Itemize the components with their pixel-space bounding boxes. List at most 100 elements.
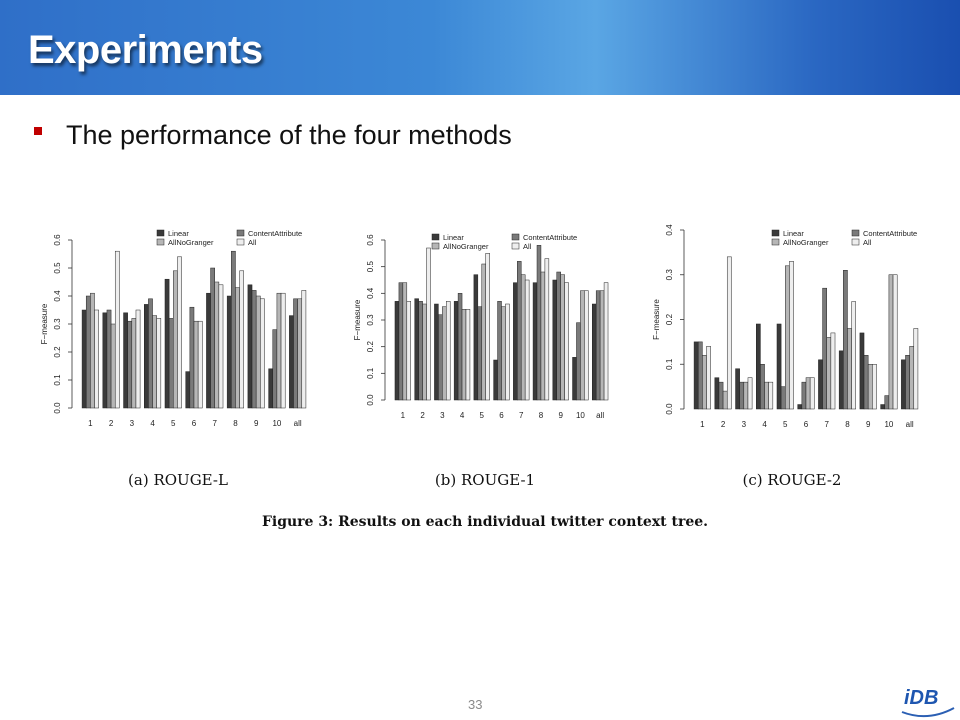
- bar-linear: [473, 274, 479, 401]
- bar-content-attribute: [801, 381, 807, 410]
- x-tick-label: all: [906, 420, 914, 429]
- legend-swatch-content-attribute: [236, 229, 245, 237]
- bar-linear: [453, 301, 459, 401]
- bar-linear: [268, 368, 274, 409]
- y-tick-label: 0.1: [366, 367, 375, 379]
- svg-text:iDB: iDB: [904, 687, 938, 709]
- bar-linear: [493, 359, 498, 401]
- x-tick-label: 3: [440, 411, 445, 420]
- bar-all-no-granger: [743, 381, 749, 410]
- bar-linear: [206, 292, 211, 409]
- bar-all-no-granger: [560, 274, 565, 401]
- bar-all-no-granger: [214, 281, 220, 409]
- bar-all-no-granger: [501, 306, 506, 401]
- bar-linear: [776, 323, 782, 410]
- y-tick-label: 0.1: [665, 358, 674, 370]
- bar-linear: [144, 304, 149, 409]
- bar-content-attribute: [884, 395, 890, 410]
- bar-all-no-granger: [764, 381, 769, 410]
- bar-linear: [81, 309, 87, 409]
- bar-all-no-granger: [173, 270, 178, 409]
- x-tick-label: 4: [460, 411, 465, 420]
- bar-all: [872, 364, 877, 410]
- x-tick-label: 2: [109, 419, 114, 428]
- bar-all-no-granger: [276, 292, 282, 409]
- bar-linear: [797, 404, 803, 410]
- y-tick-label: 0.3: [53, 318, 62, 330]
- bar-all: [301, 290, 307, 409]
- bar-content-attribute: [576, 322, 581, 401]
- page-number: 33: [468, 697, 483, 712]
- x-tick-label: 10: [576, 411, 585, 420]
- x-tick-label: 8: [845, 420, 850, 429]
- bar-content-attribute: [398, 282, 404, 401]
- bar-content-attribute: [905, 355, 910, 410]
- x-tick-label: all: [596, 411, 604, 420]
- legend-label-linear: Linear: [443, 233, 464, 242]
- bar-linear: [247, 284, 253, 409]
- bar-all: [747, 377, 753, 410]
- bar-all-no-granger: [540, 271, 546, 401]
- bar-all: [260, 298, 265, 409]
- bar-content-attribute: [497, 301, 502, 401]
- legend-swatch-all-no-granger: [431, 242, 440, 250]
- bar-linear: [859, 332, 865, 410]
- bar-content-attribute: [822, 287, 827, 410]
- bar-all: [505, 303, 510, 401]
- bar-all: [280, 292, 286, 409]
- y-tick-label: 0.0: [366, 394, 375, 406]
- bar-all: [726, 256, 732, 410]
- legend-label-all: All: [523, 242, 532, 251]
- x-tick-label: 9: [254, 419, 259, 428]
- bar-all: [851, 301, 856, 410]
- bar-content-attribute: [210, 267, 215, 409]
- bar-linear: [513, 282, 518, 401]
- bar-linear: [532, 282, 538, 401]
- bar-all: [465, 309, 471, 401]
- slide-title: Experiments: [28, 28, 263, 72]
- x-tick-label: 7: [825, 420, 830, 429]
- bar-all: [892, 274, 898, 410]
- legend-label-content-attribute: ContentAttribute: [248, 229, 302, 238]
- bar-content-attribute: [127, 320, 133, 409]
- bar-all-no-granger: [422, 303, 427, 401]
- bar-linear: [714, 377, 720, 410]
- x-tick-label: 8: [539, 411, 544, 420]
- bar-all-no-granger: [722, 390, 728, 410]
- bar-all: [406, 301, 412, 401]
- bar-all: [524, 279, 530, 401]
- bar-linear: [591, 303, 597, 401]
- x-tick-label: 9: [866, 420, 871, 429]
- x-tick-label: 1: [700, 420, 705, 429]
- bar-content-attribute: [168, 318, 174, 409]
- bar-all-no-granger: [193, 320, 199, 409]
- bar-all-no-granger: [402, 282, 408, 401]
- bar-content-attribute: [477, 306, 483, 401]
- bar-content-attribute: [418, 301, 423, 401]
- x-tick-label: 8: [233, 419, 238, 428]
- bar-content-attribute: [272, 329, 278, 409]
- legend-swatch-all: [851, 238, 860, 246]
- bar-linear: [394, 301, 400, 401]
- bar-all-no-granger: [847, 328, 852, 410]
- bar-linear: [414, 298, 419, 401]
- bar-all: [426, 247, 431, 401]
- bar-all: [564, 282, 569, 401]
- bar-all-no-granger: [297, 298, 303, 409]
- bar-all-no-granger: [599, 290, 605, 401]
- y-tick-label: 0.3: [665, 269, 674, 281]
- bar-all-no-granger: [909, 346, 915, 410]
- x-tick-label: 10: [272, 419, 281, 428]
- x-tick-label: 2: [420, 411, 425, 420]
- bar-content-attribute: [148, 298, 153, 409]
- y-axis-label: F−measure: [40, 303, 49, 344]
- y-tick-label: 0.6: [366, 234, 375, 246]
- x-tick-label: 3: [130, 419, 135, 428]
- bar-all: [544, 258, 550, 401]
- bar-all-no-granger: [785, 265, 790, 410]
- bar-all: [584, 290, 589, 401]
- x-tick-label: 1: [88, 419, 93, 428]
- bar-all-no-granger: [255, 295, 261, 409]
- y-tick-label: 0.0: [53, 402, 62, 414]
- x-tick-label: 5: [783, 420, 788, 429]
